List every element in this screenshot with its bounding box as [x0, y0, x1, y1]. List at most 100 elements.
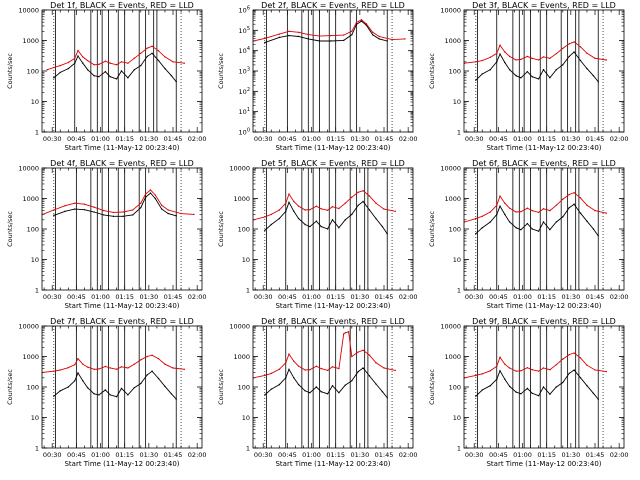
- data-point-lld: [293, 200, 295, 203]
- data-point-lld: [475, 374, 477, 377]
- data-point-events: [537, 394, 540, 397]
- data-point-events: [504, 378, 506, 380]
- data-point-events: [278, 383, 281, 386]
- y-axis-label: Counts/sec: [6, 53, 14, 89]
- x-tick-label: 01:15: [326, 135, 345, 143]
- x-tick-label: 00:45: [67, 293, 86, 301]
- y-tick-label: 102: [239, 87, 250, 96]
- data-point-events: [568, 55, 570, 58]
- data-point-lld: [151, 354, 153, 356]
- data-point-lld: [140, 202, 142, 204]
- data-point-lld: [542, 367, 545, 369]
- data-point-events: [53, 214, 55, 217]
- y-tick-label: 1: [246, 445, 250, 453]
- data-point-lld: [520, 370, 522, 372]
- data-point-lld: [46, 69, 49, 71]
- data-point-lld: [549, 209, 551, 212]
- data-point-events: [360, 20, 363, 22]
- data-point-lld: [579, 357, 582, 359]
- data-point-events: [573, 51, 575, 53]
- y-tick-label: 10: [453, 256, 461, 264]
- y-tick-label: 100: [27, 68, 39, 76]
- y-tick-label: 1: [457, 287, 461, 295]
- data-point-lld: [151, 45, 153, 47]
- x-tick-label: 02:00: [399, 135, 418, 143]
- data-point-events: [555, 386, 558, 388]
- data-point-lld: [264, 374, 266, 377]
- panel-title: Det 7f, BLACK = Events, RED = LLD: [50, 317, 194, 326]
- data-point-events: [77, 372, 79, 374]
- data-point-lld: [605, 212, 607, 214]
- x-tick-label: 00:45: [489, 451, 508, 459]
- data-point-lld: [605, 370, 607, 373]
- data-point-events: [357, 204, 359, 206]
- y-tick-label: 1: [457, 445, 461, 453]
- data-point-lld: [520, 210, 522, 213]
- data-point-events: [573, 203, 575, 205]
- x-axis-label: Start Time (11-May-12 00:23:40): [486, 302, 601, 310]
- x-tick-label: 01:45: [375, 293, 394, 301]
- data-point-lld: [475, 61, 477, 63]
- data-point-events: [386, 40, 388, 42]
- data-point-lld: [278, 368, 281, 371]
- data-point-lld: [562, 358, 564, 360]
- data-point-lld: [320, 208, 322, 210]
- x-tick-label: 02:00: [399, 451, 418, 459]
- data-point-lld: [594, 369, 596, 371]
- x-tick-label: 01:30: [561, 451, 580, 459]
- data-point-events: [475, 79, 477, 81]
- data-point-lld: [103, 209, 105, 212]
- x-tick-label: 02:00: [188, 135, 207, 143]
- data-point-events: [170, 75, 173, 77]
- data-point-events: [326, 393, 329, 395]
- data-point-lld: [362, 349, 364, 351]
- y-tick-label: 10: [242, 256, 250, 264]
- y-tick-label: 1000: [444, 195, 461, 203]
- data-point-lld: [568, 353, 570, 356]
- data-point-lld: [489, 370, 492, 372]
- data-point-events: [573, 369, 575, 371]
- data-point-events: [67, 67, 70, 70]
- data-point-events: [104, 70, 107, 73]
- data-point-lld: [288, 30, 290, 32]
- data-point-lld: [555, 363, 558, 366]
- data-point-lld: [586, 204, 588, 206]
- data-point-lld: [344, 332, 347, 334]
- data-point-lld: [278, 33, 281, 35]
- y-tick-label: 1000: [22, 37, 39, 45]
- data-point-lld: [127, 367, 129, 369]
- x-tick-label: 02:00: [188, 451, 207, 459]
- data-point-lld: [297, 31, 300, 34]
- data-point-events: [542, 386, 545, 388]
- data-point-lld: [59, 369, 61, 371]
- x-tick-label: 01:00: [302, 135, 321, 143]
- data-point-events: [304, 223, 306, 226]
- data-point-lld: [579, 46, 582, 48]
- data-point-lld: [307, 33, 310, 36]
- data-point-lld: [331, 205, 334, 208]
- y-tick-label: 1: [246, 287, 250, 295]
- data-point-lld: [120, 366, 123, 368]
- data-point-lld: [508, 55, 511, 58]
- data-point-events: [122, 215, 124, 218]
- data-point-events: [343, 39, 345, 42]
- data-point-lld: [167, 209, 169, 211]
- data-point-lld: [278, 209, 281, 211]
- data-point-events: [597, 398, 599, 400]
- data-point-events: [164, 385, 166, 388]
- y-tick-label: 10: [453, 98, 461, 106]
- x-tick-label: 01:15: [115, 135, 134, 143]
- data-point-lld: [53, 370, 55, 372]
- data-point-lld: [82, 56, 84, 58]
- data-point-lld: [520, 58, 522, 61]
- data-point-events: [499, 370, 501, 372]
- y-tick-label: 100: [449, 226, 461, 234]
- data-point-lld: [104, 365, 107, 368]
- data-point-events: [115, 396, 118, 398]
- data-point-lld: [120, 61, 123, 63]
- data-point-lld: [351, 196, 353, 198]
- x-tick-label: 02:00: [399, 293, 418, 301]
- plot-frame: [41, 325, 203, 449]
- data-point-events: [164, 67, 166, 70]
- x-tick-label: 02:00: [610, 293, 629, 301]
